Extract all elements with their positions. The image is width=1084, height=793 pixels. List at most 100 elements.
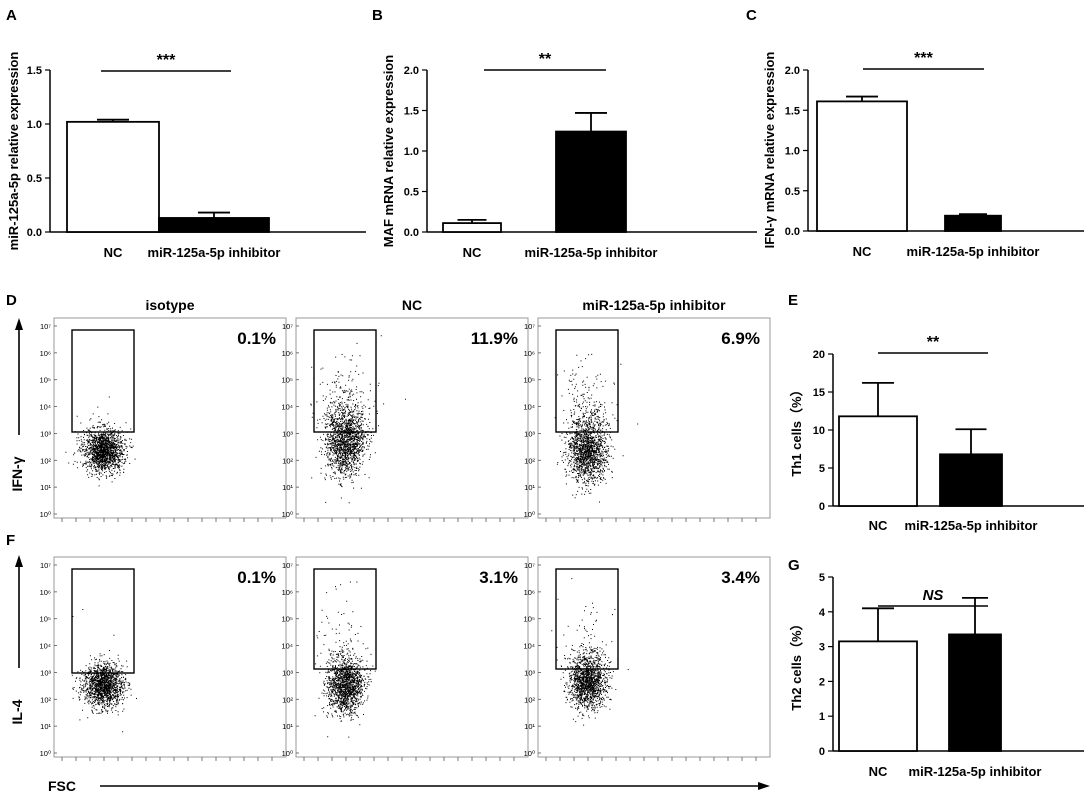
flow-y-tick-label: 10⁴ (523, 403, 535, 412)
gate-percentage: 0.1% (237, 568, 276, 587)
bar-nc (442, 222, 502, 233)
y-tick-label: 4 (819, 607, 826, 619)
category-label: NC (869, 764, 888, 779)
ifn-axis-arrow (15, 318, 23, 435)
bar-nc (838, 640, 918, 752)
flow-y-tick-label: 10⁷ (40, 322, 51, 331)
bar-inhibitor (944, 214, 1002, 232)
il4-axis-arrow (15, 555, 23, 668)
category-label: NC (463, 245, 482, 260)
flow-y-tick-label: 10⁶ (282, 349, 293, 358)
il4-axis-label: IL-4 (9, 699, 25, 724)
bar-inhibitor (555, 130, 627, 233)
chart-g: 0 1 2 3 4 5 Th2 cells（%） NC miR-125a-5p inhibito… (789, 572, 1084, 779)
flow-y-tick-label: 10⁶ (524, 349, 535, 358)
flow-y-tick-label: 10³ (524, 668, 535, 677)
y-tick-label: 0 (819, 746, 825, 758)
panel-letter-c: C (746, 7, 757, 24)
column-title: isotype (145, 297, 194, 313)
gate-rectangle (71, 329, 135, 433)
y-tick-label: 0 (819, 501, 825, 513)
gate-rectangle (313, 329, 377, 433)
flow-y-tick-label: 10⁶ (282, 588, 293, 597)
gate-rectangle (555, 568, 619, 670)
flow-y-tick-label: 10² (40, 456, 51, 465)
flow-y-tick-label: 10⁴ (39, 403, 51, 412)
dot-plot-ifn-1: 10⁰ 10¹ 10² 10³ 10⁴ 10⁵ 10⁶ 10⁷ 11.9% (281, 317, 529, 522)
y-tick-label: 2.0 (404, 65, 419, 77)
y-axis-label: Th1 cells（%） (789, 383, 804, 476)
plot-frame (537, 317, 771, 519)
dot-plot-il4-0: 10⁰ 10¹ 10² 10³ 10⁴ 10⁵ 10⁶ 10⁷ 0.1% (39, 556, 287, 761)
significance-label: NS (923, 587, 944, 604)
bar-inhibitor (939, 453, 1003, 507)
column-title: NC (402, 297, 422, 313)
dot-plot-ifn-0: 10⁰ 10¹ 10² 10³ 10⁴ 10⁵ 10⁶ 10⁷ 0.1% (39, 317, 287, 522)
y-tick-label: 0.0 (404, 227, 419, 239)
y-tick-label: 1.0 (27, 119, 42, 131)
flow-y-tick-label: 10¹ (40, 483, 51, 492)
y-tick-label: 5 (819, 572, 825, 584)
flow-y-tick-label: 10⁰ (40, 749, 51, 758)
flow-y-tick-label: 10³ (524, 429, 535, 438)
chart-a: 0.0 0.5 1.0 1.5 miR-125a-5p relative express… (6, 52, 366, 260)
y-axis-label: MAF mRNA relative expression (381, 55, 396, 247)
y-tick-label: 15 (813, 387, 825, 399)
y-tick-label: 0.5 (785, 186, 800, 198)
flow-y-tick-label: 10² (40, 695, 51, 704)
panel-letter-a: A (6, 7, 17, 24)
flow-y-tick-label: 10¹ (524, 722, 535, 731)
bar-inhibitor (948, 633, 1002, 752)
bar-nc (66, 120, 160, 233)
plot-frame (53, 556, 287, 758)
dot-plot-il4-1: 10⁰ 10¹ 10² 10³ 10⁴ 10⁵ 10⁶ 10⁷ 3.1% (281, 556, 529, 761)
y-tick-label: 1.0 (785, 146, 800, 158)
column-title: miR-125a-5p inhibitor (582, 297, 726, 313)
plot-frame (295, 556, 529, 758)
panel-letter-d: D (6, 292, 17, 309)
flow-y-tick-label: 10⁵ (40, 615, 51, 624)
flow-y-tick-label: 10² (282, 695, 293, 704)
category-label: miR-125a-5p inhibitor (905, 518, 1038, 533)
flow-y-tick-label: 10³ (40, 668, 51, 677)
significance-label: ** (539, 51, 552, 68)
fsc-axis-arrow (100, 782, 770, 790)
flow-cytometry-panels: isotype NC miR-125a-5p inhibitor10⁰10¹10²1… (39, 297, 771, 761)
y-tick-label: 20 (813, 349, 825, 361)
category-label: NC (869, 518, 888, 533)
panel-letter-g: G (788, 557, 800, 574)
y-tick-label: 5 (819, 463, 825, 475)
flow-y-tick-label: 10⁵ (524, 376, 535, 385)
y-tick-label: 0.0 (27, 227, 42, 239)
event-dots (554, 353, 639, 503)
flow-y-tick-label: 10⁵ (40, 376, 51, 385)
y-tick-label: 3 (819, 642, 825, 654)
plot-frame (295, 317, 529, 519)
gate-percentage: 3.4% (721, 568, 760, 587)
y-tick-label: 10 (813, 425, 825, 437)
gate-rectangle (555, 329, 619, 433)
flow-y-tick-label: 10¹ (282, 722, 293, 731)
flow-y-tick-label: 10² (524, 456, 535, 465)
plot-frame (537, 556, 771, 758)
bar-inhibitor (158, 217, 270, 233)
significance-label: *** (914, 50, 933, 67)
flow-y-tick-label: 10⁰ (282, 510, 293, 519)
flow-y-tick-label: 10⁶ (524, 588, 535, 597)
flow-y-tick-label: 10³ (282, 668, 293, 677)
y-tick-label: 1 (819, 711, 825, 723)
flow-y-tick-label: 10³ (282, 429, 293, 438)
y-tick-label: 1.0 (404, 146, 419, 158)
gate-percentage: 0.1% (237, 329, 276, 348)
y-axis-label: miR-125a-5p relative expression (6, 52, 21, 251)
significance-label: ** (927, 334, 940, 351)
flow-y-tick-label: 10⁶ (40, 588, 51, 597)
flow-y-tick-label: 10⁴ (39, 642, 51, 651)
flow-y-tick-label: 10¹ (524, 483, 535, 492)
flow-y-tick-label: 10⁰ (524, 510, 535, 519)
significance-label: *** (157, 52, 176, 69)
y-tick-label: 2 (819, 676, 825, 688)
panel-letter-f: F (6, 532, 15, 549)
dot-plot-il4-2: 10⁰ 10¹ 10² 10³ 10⁴ 10⁵ 10⁶ 10⁷ 3.4% (523, 556, 771, 761)
ifn-gamma-axis-label: IFN-γ (9, 456, 25, 491)
